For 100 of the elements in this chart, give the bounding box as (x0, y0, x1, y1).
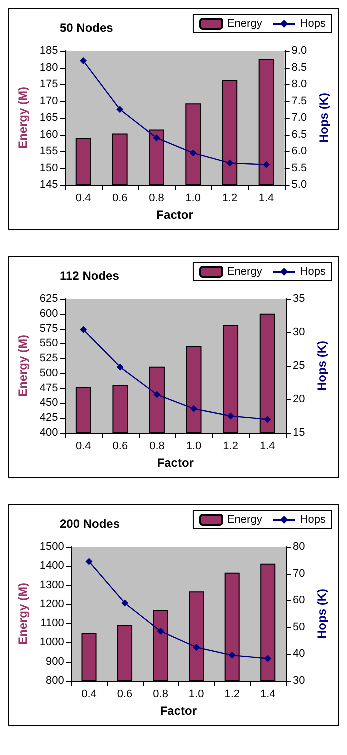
point (154, 391, 161, 398)
y-tick-label: 1500 (40, 541, 64, 553)
x-tick-label: 0.4 (82, 688, 97, 700)
point (153, 134, 160, 142)
y2-tick-label: 6.0 (292, 146, 308, 158)
y-tick-label: 1300 (40, 579, 64, 592)
y2-tick-label: 9.0 (292, 45, 308, 57)
x-tick-label: 0.8 (153, 688, 168, 700)
legend-label: Energy (227, 18, 263, 30)
x-axis-title: Factor (157, 456, 194, 470)
y-tick-label: 180 (40, 62, 58, 74)
y2-tick-label: 5.0 (292, 179, 308, 191)
x-tick-label: 0.4 (76, 192, 92, 204)
point (227, 412, 234, 420)
y-tick-label: 1400 (40, 560, 64, 572)
x-tick-label: 0.4 (76, 440, 92, 452)
point (86, 558, 93, 566)
y2-tick-label: 6.5 (292, 128, 308, 141)
point (116, 364, 124, 371)
y-tick-label: 800 (46, 675, 64, 687)
x-tick-label: 1.4 (258, 192, 274, 204)
y2-tick-label: 80 (293, 541, 306, 553)
y-axis-title: Energy (M) (16, 582, 30, 646)
y2-tick-label: 7.0 (292, 112, 308, 124)
y-tick-label: 155 (40, 146, 58, 158)
y-tick-label: 1200 (40, 598, 64, 610)
y2-tick-label: 40 (293, 648, 306, 660)
y-tick-label: 625 (40, 293, 58, 305)
point (157, 628, 164, 635)
x-tick-label: 1.2 (222, 192, 238, 204)
x-tick-label: 1.4 (260, 440, 276, 452)
y-tick-label: 165 (40, 112, 58, 124)
point (80, 326, 88, 334)
y-tick-label: 1100 (40, 618, 64, 630)
legend-label: Hops (300, 514, 326, 526)
x-tick-label: 0.8 (149, 192, 164, 204)
chart-title: 112 Nodes (60, 269, 120, 283)
x-tick-label: 0.8 (150, 440, 165, 452)
x-tick-label: 0.6 (117, 688, 133, 700)
y-tick-label: 145 (40, 179, 58, 191)
chart-title: 50 Nodes (60, 21, 114, 35)
x-tick-label: 0.6 (112, 192, 128, 204)
chart-title: 200 Nodes (60, 517, 120, 531)
y-axis-title: Energy (M) (16, 86, 30, 150)
x-tick-label: 1.0 (186, 440, 202, 452)
point (116, 106, 124, 114)
y2-axis-title: Hops (K) (315, 589, 330, 639)
y-tick-label: 900 (46, 656, 64, 668)
y-tick-label: 150 (40, 162, 58, 174)
y-tick-label: 550 (40, 338, 58, 350)
x-tick-label: 1.0 (186, 192, 201, 204)
y-tick-label: 475 (40, 382, 58, 394)
y2-tick-label: 20 (293, 394, 306, 406)
point (228, 652, 236, 660)
y2-axis-title: Hops (K) (315, 341, 330, 391)
x-tick-label: 1.4 (260, 688, 276, 700)
x-tick-label: 1.0 (188, 688, 204, 700)
y2-tick-label: 5.5 (292, 162, 308, 174)
y2-tick-label: 60 (293, 594, 306, 607)
y2-tick-label: 35 (293, 293, 306, 305)
y-tick-label: 525 (40, 352, 58, 365)
legend-label: Hops (300, 266, 326, 278)
y2-tick-label: 50 (293, 621, 306, 634)
y-tick-label: 170 (40, 95, 58, 108)
y2-tick-label: 7.5 (292, 95, 308, 108)
legend-label: Hops (300, 18, 326, 30)
y2-tick-label: 8.5 (292, 62, 308, 74)
y2-tick-label: 70 (293, 568, 306, 580)
y-tick-label: 175 (40, 78, 58, 90)
y2-tick-label: 15 (293, 427, 306, 439)
y2-tick-label: 8.0 (292, 78, 308, 90)
y-tick-label: 450 (40, 397, 58, 410)
point (193, 644, 200, 651)
point (264, 655, 272, 662)
legend-label: Energy (227, 266, 263, 278)
point (190, 150, 197, 157)
point (80, 58, 88, 65)
x-tick-label: 0.6 (112, 440, 128, 452)
point (264, 416, 272, 424)
y-tick-label: 425 (40, 412, 58, 424)
y-tick-label: 600 (40, 308, 58, 320)
point (263, 161, 270, 168)
y-tick-label: 160 (40, 128, 58, 141)
y-tick-label: 400 (40, 427, 58, 439)
y-tick-label: 500 (40, 367, 58, 380)
y-tick-label: 185 (40, 45, 58, 57)
y2-axis-title: Hops (K) (317, 93, 331, 143)
point (226, 160, 234, 167)
x-tick-label: 1.2 (224, 688, 240, 700)
x-axis-title: Factor (160, 704, 198, 718)
y-axis-title: Energy (M) (16, 334, 30, 398)
legend-label: Energy (227, 514, 263, 526)
x-tick-label: 1.2 (223, 440, 238, 452)
y2-tick-label: 25 (293, 360, 306, 372)
x-axis-title: Factor (156, 208, 194, 222)
y2-tick-label: 30 (293, 326, 306, 338)
y-tick-label: 575 (40, 322, 58, 335)
y2-tick-label: 30 (293, 675, 306, 687)
point (190, 405, 198, 412)
y-tick-label: 1000 (40, 636, 64, 649)
